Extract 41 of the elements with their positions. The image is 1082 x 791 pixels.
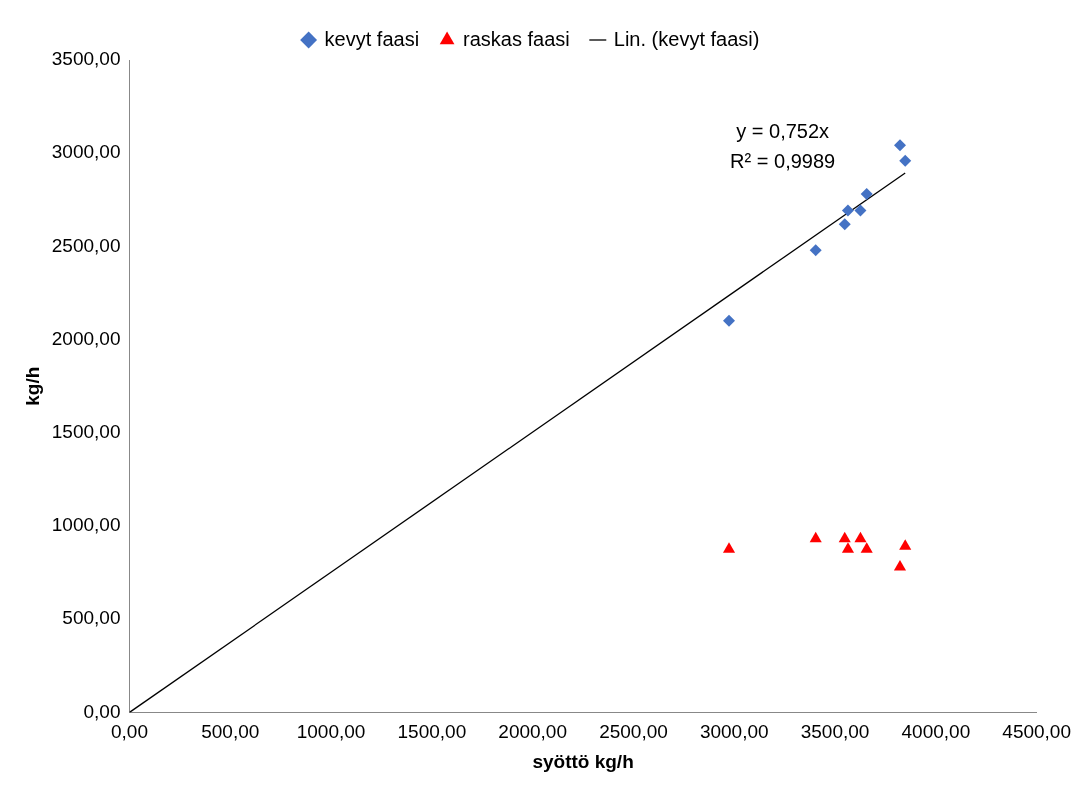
x-tick-label: 4500,00 xyxy=(1002,721,1071,743)
point xyxy=(809,244,822,257)
x-tick-label: 1000,00 xyxy=(296,721,366,743)
x-tick-label: 3000,00 xyxy=(699,721,769,743)
point xyxy=(860,542,873,553)
point xyxy=(893,139,906,152)
x-tick-label: 0,00 xyxy=(110,721,148,743)
x-axis-title: syöttö kg/h xyxy=(532,750,634,772)
annotation: R² = 0,9989 xyxy=(730,149,836,172)
point xyxy=(722,542,736,553)
point xyxy=(841,204,854,217)
y-tick-label: 0,00 xyxy=(83,700,121,722)
point xyxy=(899,539,912,550)
y-tick-label: 1500,00 xyxy=(51,421,121,443)
legend-label: Lin. (kevyt faasi) xyxy=(613,27,760,50)
x-tick-label: 500,00 xyxy=(201,721,260,743)
point xyxy=(893,560,907,571)
point xyxy=(841,542,855,553)
point xyxy=(854,531,867,543)
y-tick-label: 1000,00 xyxy=(51,514,121,536)
y-tick-label: 3500,00 xyxy=(51,48,121,70)
point xyxy=(723,314,736,327)
point xyxy=(854,204,867,217)
point xyxy=(838,218,851,231)
point xyxy=(899,154,912,167)
x-tick-label: 4000,00 xyxy=(901,721,971,743)
y-axis-title: kg/h xyxy=(21,366,43,406)
annotation: y = 0,752x xyxy=(736,119,830,142)
y-tick-label: 2500,00 xyxy=(51,234,121,256)
y-tick-label: 2000,00 xyxy=(51,327,121,349)
legend-label: raskas faasi xyxy=(463,27,570,50)
x-tick-label: 1500,00 xyxy=(397,721,467,743)
x-tick-label: 2000,00 xyxy=(498,721,568,743)
point xyxy=(838,531,851,543)
y-tick-label: 500,00 xyxy=(62,607,121,629)
point xyxy=(809,531,822,543)
x-tick-label: 2500,00 xyxy=(599,721,668,743)
x-tick-label: 3500,00 xyxy=(800,721,870,743)
point xyxy=(860,188,873,201)
y-tick-label: 3000,00 xyxy=(51,141,121,163)
legend-label: kevyt faasi xyxy=(324,27,420,50)
